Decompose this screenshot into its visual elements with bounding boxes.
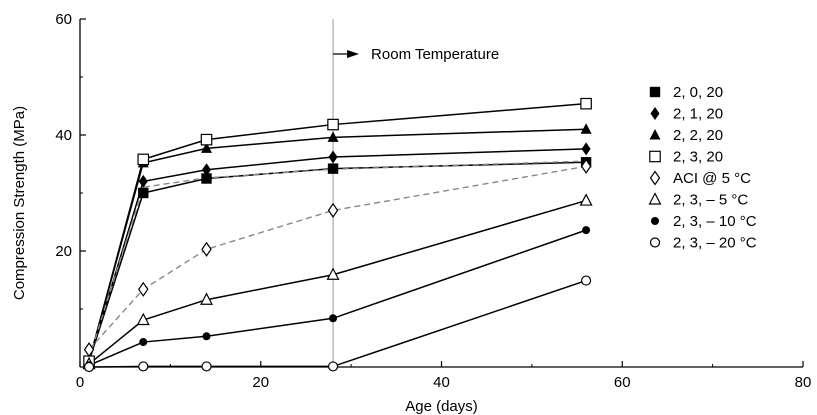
series-line-1: [88, 148, 587, 362]
legend-marker-5: [648, 192, 662, 205]
data-point-5-3: [326, 267, 340, 280]
legend-label-0: 2, 0, 20: [673, 84, 723, 101]
legend-marker-3: [649, 150, 661, 163]
legend-marker-0: [649, 86, 661, 98]
room-temperature-label: Room Temperature: [371, 46, 499, 63]
y-tick-label: 60: [55, 11, 72, 28]
legend-label-5: 2, 3, – 5 °C: [673, 192, 748, 209]
legend-marker-7: [649, 237, 661, 248]
legend-label-3: 2, 3, 20: [673, 149, 723, 166]
data-point-6-1: [139, 338, 148, 347]
series-line-7: [89, 279, 587, 368]
x-tick-label: 60: [614, 374, 631, 391]
data-point-5-1: [136, 312, 150, 326]
series-line-0: [88, 161, 587, 362]
data-point-2-4: [580, 123, 592, 134]
annotation-group: Room Temperature: [332, 19, 499, 367]
legend-label-6: 2, 3, – 10 °C: [673, 213, 757, 230]
data-point-4-2: [201, 241, 212, 257]
data-point-1-2: [202, 163, 212, 177]
legend-label-7: 2, 3, – 20 °C: [673, 235, 757, 252]
data-point-0-1: [138, 187, 149, 199]
legend-label-2: 2, 2, 20: [673, 127, 723, 144]
series-line-3: [88, 102, 587, 362]
room-temperature-arrow-head: [347, 50, 360, 58]
series-line-6: [88, 229, 587, 366]
data-point-7-0: [83, 361, 95, 373]
legend-label-4: ACI @ 5 °C: [673, 170, 751, 187]
data-point-5-4: [579, 193, 593, 206]
y-axis-title: Compression Strength (MPa): [11, 106, 28, 300]
data-point-2-2: [201, 142, 213, 153]
data-point-1-4: [581, 142, 591, 156]
legend-marker-2: [649, 129, 661, 140]
data-point-1-3: [328, 150, 338, 164]
axes-group: 0 20 40 60 80 20 40 60: [55, 11, 811, 391]
data-point-0-3: [327, 163, 339, 174]
legend-marker-4: [649, 170, 661, 186]
data-point-6-2: [202, 332, 211, 341]
data-point-7-3: [327, 361, 339, 372]
data-point-3-2: [200, 133, 213, 146]
data-point-4-3: [327, 202, 339, 218]
series-line-8: [88, 160, 587, 359]
series-line-4: [88, 165, 587, 351]
data-point-0-2: [201, 173, 212, 184]
data-point-7-4: [580, 275, 592, 286]
data-point-7-1: [138, 361, 149, 372]
legend-marker-6: [651, 217, 659, 225]
data-point-4-4: [580, 158, 592, 174]
series-markers-group: [82, 97, 593, 373]
data-point-6-4: [582, 226, 591, 235]
x-tick-label: 20: [252, 374, 269, 391]
data-point-1-1: [138, 174, 148, 188]
data-point-3-3: [327, 118, 339, 131]
data-point-6-3: [329, 314, 338, 323]
x-axis-title: Age (days): [405, 398, 478, 415]
series-lines-group: [88, 102, 587, 368]
data-point-2-3: [327, 131, 339, 142]
x-tick-label: 0: [76, 374, 84, 391]
legend-group: 2, 0, 20 2, 1, 20 2, 2, 20 2, 3, 20 ACI @ 5 …: [648, 84, 757, 252]
data-point-4-0: [83, 342, 95, 358]
y-tick-label: 20: [55, 243, 72, 260]
data-point-4-1: [138, 281, 149, 297]
x-tick-label: 40: [433, 374, 450, 391]
x-tick-label: 80: [795, 374, 812, 391]
data-point-3-1: [137, 153, 150, 166]
legend-marker-1: [650, 107, 660, 120]
legend-label-1: 2, 1, 20: [673, 106, 723, 123]
y-tick-label: 40: [55, 127, 72, 144]
data-point-7-2: [201, 361, 212, 372]
data-point-3-4: [580, 97, 592, 110]
data-point-5-2: [200, 292, 214, 305]
